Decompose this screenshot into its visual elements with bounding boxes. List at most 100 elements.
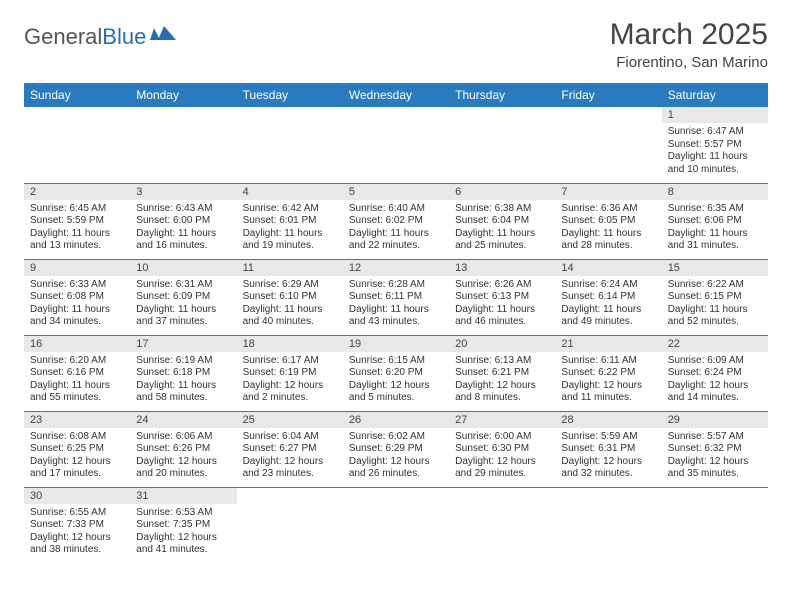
daylight-text: Daylight: 12 hours and 5 minutes. bbox=[349, 380, 443, 405]
calendar-cell: 1Sunrise: 6:47 AMSunset: 5:57 PMDaylight… bbox=[662, 107, 768, 183]
sunrise-text: Sunrise: 6:29 AM bbox=[243, 279, 337, 292]
day-content: Sunrise: 6:31 AMSunset: 6:09 PMDaylight:… bbox=[130, 276, 236, 333]
day-content: Sunrise: 6:53 AMSunset: 7:35 PMDaylight:… bbox=[130, 504, 236, 561]
day-number: 12 bbox=[343, 260, 449, 276]
sunrise-text: Sunrise: 6:45 AM bbox=[30, 203, 124, 216]
sunrise-text: Sunrise: 6:26 AM bbox=[455, 279, 549, 292]
sunset-text: Sunset: 6:25 PM bbox=[30, 443, 124, 456]
day-number-empty bbox=[24, 107, 130, 123]
day-content: Sunrise: 6:24 AMSunset: 6:14 PMDaylight:… bbox=[555, 276, 661, 333]
sunrise-text: Sunrise: 6:09 AM bbox=[668, 355, 762, 368]
calendar-cell: 3Sunrise: 6:43 AMSunset: 6:00 PMDaylight… bbox=[130, 183, 236, 259]
weekday-header: Monday bbox=[130, 83, 236, 107]
sunrise-text: Sunrise: 6:43 AM bbox=[136, 203, 230, 216]
sunset-text: Sunset: 7:35 PM bbox=[136, 519, 230, 532]
sunset-text: Sunset: 6:09 PM bbox=[136, 291, 230, 304]
weekday-header: Friday bbox=[555, 83, 661, 107]
day-number-empty bbox=[237, 107, 343, 123]
day-content: Sunrise: 6:09 AMSunset: 6:24 PMDaylight:… bbox=[662, 352, 768, 409]
day-content: Sunrise: 6:29 AMSunset: 6:10 PMDaylight:… bbox=[237, 276, 343, 333]
weekday-header: Sunday bbox=[24, 83, 130, 107]
day-number-empty bbox=[449, 107, 555, 123]
calendar-row: 2Sunrise: 6:45 AMSunset: 5:59 PMDaylight… bbox=[24, 183, 768, 259]
calendar-cell bbox=[130, 107, 236, 183]
sunset-text: Sunset: 6:29 PM bbox=[349, 443, 443, 456]
day-content: Sunrise: 6:42 AMSunset: 6:01 PMDaylight:… bbox=[237, 200, 343, 257]
calendar-cell: 19Sunrise: 6:15 AMSunset: 6:20 PMDayligh… bbox=[343, 335, 449, 411]
day-number-empty bbox=[130, 107, 236, 123]
daylight-text: Daylight: 11 hours and 28 minutes. bbox=[561, 228, 655, 253]
calendar-cell: 26Sunrise: 6:02 AMSunset: 6:29 PMDayligh… bbox=[343, 411, 449, 487]
daylight-text: Daylight: 11 hours and 10 minutes. bbox=[668, 151, 762, 176]
calendar-row: 9Sunrise: 6:33 AMSunset: 6:08 PMDaylight… bbox=[24, 259, 768, 335]
day-content: Sunrise: 6:04 AMSunset: 6:27 PMDaylight:… bbox=[237, 428, 343, 485]
day-content: Sunrise: 6:40 AMSunset: 6:02 PMDaylight:… bbox=[343, 200, 449, 257]
calendar-cell: 28Sunrise: 5:59 AMSunset: 6:31 PMDayligh… bbox=[555, 411, 661, 487]
sunset-text: Sunset: 6:10 PM bbox=[243, 291, 337, 304]
sunrise-text: Sunrise: 6:24 AM bbox=[561, 279, 655, 292]
daylight-text: Daylight: 11 hours and 46 minutes. bbox=[455, 304, 549, 329]
calendar-cell bbox=[343, 487, 449, 563]
day-number: 4 bbox=[237, 184, 343, 200]
day-number-empty bbox=[343, 488, 449, 504]
calendar-cell: 21Sunrise: 6:11 AMSunset: 6:22 PMDayligh… bbox=[555, 335, 661, 411]
daylight-text: Daylight: 12 hours and 26 minutes. bbox=[349, 456, 443, 481]
calendar-cell: 20Sunrise: 6:13 AMSunset: 6:21 PMDayligh… bbox=[449, 335, 555, 411]
calendar-cell: 30Sunrise: 6:55 AMSunset: 7:33 PMDayligh… bbox=[24, 487, 130, 563]
sunrise-text: Sunrise: 5:59 AM bbox=[561, 431, 655, 444]
day-number: 6 bbox=[449, 184, 555, 200]
daylight-text: Daylight: 12 hours and 11 minutes. bbox=[561, 380, 655, 405]
day-number-empty bbox=[555, 488, 661, 504]
day-number: 23 bbox=[24, 412, 130, 428]
daylight-text: Daylight: 11 hours and 19 minutes. bbox=[243, 228, 337, 253]
day-number: 2 bbox=[24, 184, 130, 200]
daylight-text: Daylight: 11 hours and 43 minutes. bbox=[349, 304, 443, 329]
sunrise-text: Sunrise: 6:20 AM bbox=[30, 355, 124, 368]
flag-icon bbox=[150, 24, 178, 50]
sunrise-text: Sunrise: 6:31 AM bbox=[136, 279, 230, 292]
day-number: 19 bbox=[343, 336, 449, 352]
sunset-text: Sunset: 6:06 PM bbox=[668, 215, 762, 228]
day-number: 15 bbox=[662, 260, 768, 276]
logo: GeneralBlue bbox=[24, 18, 178, 50]
header: GeneralBlue March 2025 Fiorentino, San M… bbox=[24, 18, 768, 71]
daylight-text: Daylight: 11 hours and 22 minutes. bbox=[349, 228, 443, 253]
sunrise-text: Sunrise: 6:38 AM bbox=[455, 203, 549, 216]
sunset-text: Sunset: 6:30 PM bbox=[455, 443, 549, 456]
calendar-cell: 11Sunrise: 6:29 AMSunset: 6:10 PMDayligh… bbox=[237, 259, 343, 335]
day-content: Sunrise: 6:11 AMSunset: 6:22 PMDaylight:… bbox=[555, 352, 661, 409]
calendar-row: 1Sunrise: 6:47 AMSunset: 5:57 PMDaylight… bbox=[24, 107, 768, 183]
day-content: Sunrise: 6:06 AMSunset: 6:26 PMDaylight:… bbox=[130, 428, 236, 485]
daylight-text: Daylight: 11 hours and 37 minutes. bbox=[136, 304, 230, 329]
day-content: Sunrise: 5:59 AMSunset: 6:31 PMDaylight:… bbox=[555, 428, 661, 485]
calendar-cell: 29Sunrise: 5:57 AMSunset: 6:32 PMDayligh… bbox=[662, 411, 768, 487]
sunset-text: Sunset: 6:00 PM bbox=[136, 215, 230, 228]
calendar-cell: 8Sunrise: 6:35 AMSunset: 6:06 PMDaylight… bbox=[662, 183, 768, 259]
day-content: Sunrise: 6:15 AMSunset: 6:20 PMDaylight:… bbox=[343, 352, 449, 409]
calendar-cell bbox=[555, 487, 661, 563]
day-number-empty bbox=[237, 488, 343, 504]
sunset-text: Sunset: 6:01 PM bbox=[243, 215, 337, 228]
daylight-text: Daylight: 11 hours and 40 minutes. bbox=[243, 304, 337, 329]
daylight-text: Daylight: 11 hours and 31 minutes. bbox=[668, 228, 762, 253]
sunrise-text: Sunrise: 6:17 AM bbox=[243, 355, 337, 368]
sunset-text: Sunset: 6:26 PM bbox=[136, 443, 230, 456]
sunrise-text: Sunrise: 6:04 AM bbox=[243, 431, 337, 444]
day-number-empty bbox=[343, 107, 449, 123]
sunset-text: Sunset: 6:05 PM bbox=[561, 215, 655, 228]
calendar-cell: 18Sunrise: 6:17 AMSunset: 6:19 PMDayligh… bbox=[237, 335, 343, 411]
sunrise-text: Sunrise: 6:42 AM bbox=[243, 203, 337, 216]
day-number: 29 bbox=[662, 412, 768, 428]
sunrise-text: Sunrise: 6:28 AM bbox=[349, 279, 443, 292]
calendar-cell: 12Sunrise: 6:28 AMSunset: 6:11 PMDayligh… bbox=[343, 259, 449, 335]
calendar-cell: 13Sunrise: 6:26 AMSunset: 6:13 PMDayligh… bbox=[449, 259, 555, 335]
weekday-header: Tuesday bbox=[237, 83, 343, 107]
day-content: Sunrise: 6:38 AMSunset: 6:04 PMDaylight:… bbox=[449, 200, 555, 257]
logo-text-blue: Blue bbox=[102, 24, 146, 50]
day-number: 7 bbox=[555, 184, 661, 200]
daylight-text: Daylight: 12 hours and 41 minutes. bbox=[136, 532, 230, 557]
daylight-text: Daylight: 12 hours and 17 minutes. bbox=[30, 456, 124, 481]
day-content: Sunrise: 6:19 AMSunset: 6:18 PMDaylight:… bbox=[130, 352, 236, 409]
sunrise-text: Sunrise: 6:40 AM bbox=[349, 203, 443, 216]
day-content: Sunrise: 6:36 AMSunset: 6:05 PMDaylight:… bbox=[555, 200, 661, 257]
